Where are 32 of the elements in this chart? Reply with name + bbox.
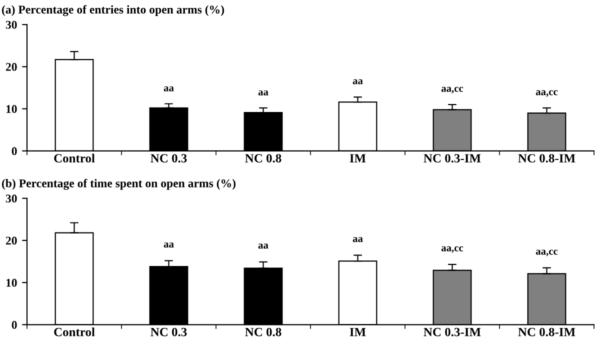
- x-tick-label: NC 0.3-IM: [424, 328, 481, 336]
- annotation: aa: [258, 244, 268, 249]
- y-tick-label: 20: [6, 236, 17, 245]
- chart-title: (a) Percentage of entries into open arms (%): [2, 5, 224, 16]
- annotation: aa,cc: [536, 250, 558, 256]
- annotation: aa: [258, 90, 268, 96]
- x-tick-label: NC 0.3: [150, 328, 187, 336]
- annotation: aa: [164, 86, 174, 92]
- annotation: aa: [164, 242, 174, 248]
- x-tick-label: IM: [350, 154, 366, 162]
- x-tick-label: NC 0.3: [150, 154, 187, 163]
- y-tick-label: 10: [6, 105, 17, 114]
- x-tick-label: NC 0.8-IM: [518, 328, 576, 336]
- annotation: aa,cc: [441, 86, 464, 94]
- x-tick-label: IM: [350, 328, 366, 336]
- x-tick-label: NC 0.8: [245, 154, 282, 163]
- y-tick-label: 0: [12, 320, 17, 329]
- annotation: aa,cc: [536, 90, 558, 97]
- chart-title: (b) Percentage of time spent on open arms (%): [2, 178, 236, 190]
- y-tick-label: 20: [6, 62, 17, 71]
- x-tick-label: Control: [54, 154, 95, 163]
- y-tick-label: 30: [6, 194, 17, 203]
- x-tick-label: NC 0.8: [245, 328, 282, 336]
- x-tick-label: Control: [54, 327, 95, 336]
- annotation: aa: [352, 79, 363, 84]
- annotation: aa: [352, 237, 363, 242]
- annotation: aa,cc: [441, 246, 464, 253]
- y-tick-label: 10: [6, 278, 17, 287]
- y-tick-label: 30: [6, 20, 17, 29]
- x-tick-label: NC 0.8-IM: [518, 154, 576, 163]
- y-tick-label: 0: [12, 147, 17, 156]
- x-tick-label: NC 0.3-IM: [424, 154, 481, 163]
